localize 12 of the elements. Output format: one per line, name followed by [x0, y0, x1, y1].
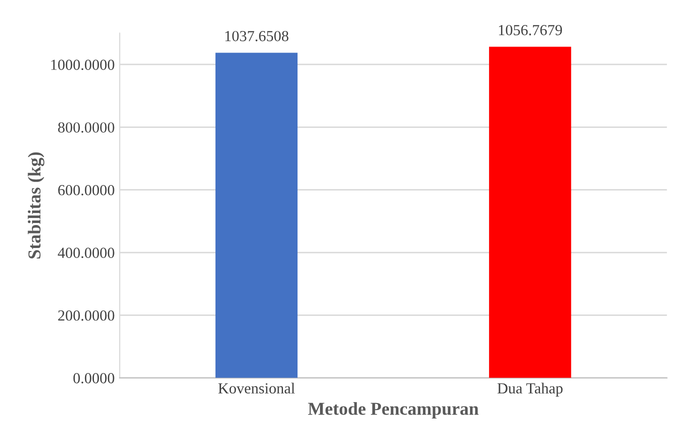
y-tick-label: 600.0000	[58, 185, 114, 196]
y-axis-title: Stabilitas (kg)	[28, 152, 44, 258]
x-axis-title: Metode Pencampuran	[308, 402, 479, 419]
x-tick-label: Kovensional	[218, 382, 295, 394]
y-tick-label: 0.0000	[73, 373, 114, 384]
data-label: 1056.7679	[498, 24, 562, 36]
y-tick-label: 1000.0000	[51, 60, 114, 70]
x-tick-label: Dua Tahap	[497, 382, 563, 397]
y-tick-label: 200.0000	[58, 310, 114, 321]
y-tick-label: 800.0000	[58, 122, 114, 133]
data-label: 1037.6508	[225, 30, 288, 42]
y-tick-label: 400.0000	[58, 248, 114, 258]
